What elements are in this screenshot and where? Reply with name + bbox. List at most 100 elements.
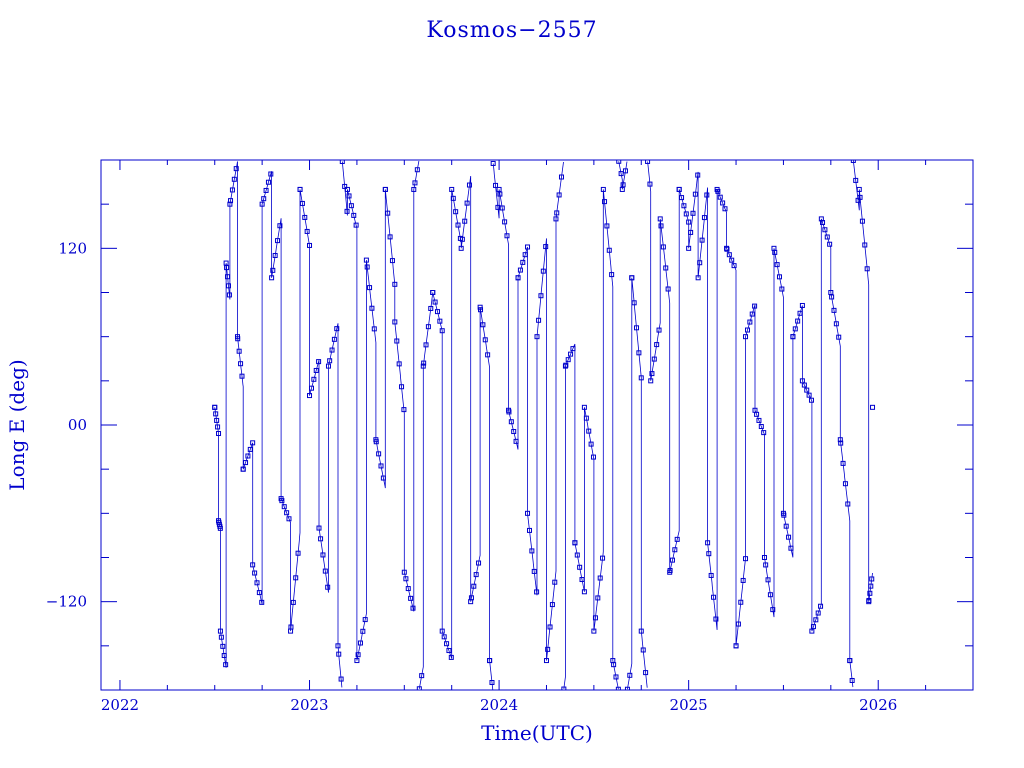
data-point xyxy=(591,628,597,634)
data-point-marker xyxy=(221,653,227,659)
data-point xyxy=(212,404,218,410)
data-point-marker xyxy=(613,674,619,680)
data-point-marker xyxy=(783,523,789,529)
data-point-marker xyxy=(462,218,468,224)
data-point-marker xyxy=(767,592,773,598)
data-point-marker xyxy=(325,584,331,590)
data-point-marker xyxy=(545,646,551,652)
data-point-marker xyxy=(743,556,749,562)
data-point-marker xyxy=(254,580,260,586)
data-point xyxy=(809,628,815,634)
data-point-marker xyxy=(392,281,398,287)
data-point-marker xyxy=(824,234,830,240)
data-point-marker xyxy=(656,327,662,333)
data-point-marker xyxy=(223,662,229,668)
data-point-marker xyxy=(394,338,400,344)
data-point xyxy=(714,186,720,192)
series-layer xyxy=(214,160,873,690)
data-point-marker xyxy=(385,210,391,216)
data-point-marker xyxy=(261,196,267,202)
data-point xyxy=(818,216,824,222)
data-point-marker xyxy=(540,268,546,274)
data-point-marker xyxy=(692,191,698,197)
data-point-marker xyxy=(529,548,535,554)
data-point-marker xyxy=(441,634,447,640)
data-point-marker xyxy=(225,283,231,289)
data-point-marker xyxy=(604,223,610,229)
data-point xyxy=(477,304,483,310)
data-point-marker xyxy=(808,397,814,403)
data-point-marker xyxy=(590,454,596,460)
data-point-marker xyxy=(770,607,776,613)
data-point-marker xyxy=(547,624,553,630)
data-point xyxy=(269,275,275,281)
data-point-marker xyxy=(293,575,299,581)
data-point-marker xyxy=(250,440,256,446)
data-point-marker xyxy=(318,536,324,542)
data-point-marker xyxy=(355,652,361,658)
data-point-marker xyxy=(822,227,828,233)
data-point-marker xyxy=(818,603,824,609)
data-point xyxy=(420,363,426,369)
data-point-marker xyxy=(437,318,443,324)
data-point-marker xyxy=(565,357,571,363)
data-point-marker xyxy=(752,303,758,309)
data-point-marker xyxy=(867,590,873,596)
data-point-marker xyxy=(552,579,558,585)
data-point-marker xyxy=(236,348,242,354)
data-point-marker xyxy=(738,599,744,605)
data-point-marker xyxy=(838,440,844,446)
data-point-marker xyxy=(252,570,258,576)
data-point-marker xyxy=(346,193,352,199)
data-point xyxy=(278,496,284,502)
data-point-marker xyxy=(453,209,459,215)
data-point-marker xyxy=(549,602,555,608)
data-point-marker xyxy=(511,429,517,435)
data-point xyxy=(629,275,635,281)
data-point-marker xyxy=(399,384,405,390)
data-point-marker xyxy=(556,192,562,198)
data-point-marker xyxy=(647,181,653,187)
data-point-marker xyxy=(357,640,363,646)
data-point-marker xyxy=(307,242,313,248)
data-point-marker xyxy=(499,205,505,211)
data-point xyxy=(610,658,616,664)
data-point-marker xyxy=(425,324,431,330)
x-tick-label: 2022 xyxy=(101,696,139,714)
data-point-marker xyxy=(493,182,499,188)
data-point-marker xyxy=(513,438,519,444)
series-line-segment xyxy=(627,277,648,690)
data-point-marker xyxy=(645,160,651,164)
data-point-marker xyxy=(489,680,495,686)
data-point xyxy=(430,290,436,295)
data-point-marker xyxy=(531,568,537,574)
data-point-marker xyxy=(277,223,283,229)
data-point-marker xyxy=(776,274,782,280)
data-point-marker xyxy=(864,266,870,272)
data-point-marker xyxy=(857,194,863,200)
data-point-marker xyxy=(367,285,373,291)
data-point xyxy=(217,628,223,634)
data-point-marker xyxy=(466,182,472,188)
data-point xyxy=(468,599,474,605)
data-point xyxy=(562,363,568,369)
data-point-marker xyxy=(706,551,712,557)
data-point xyxy=(572,540,578,546)
data-point-marker xyxy=(695,172,701,178)
data-point-marker xyxy=(669,557,675,563)
data-point-marker xyxy=(295,550,301,556)
data-point-marker xyxy=(672,547,678,553)
data-point-marker xyxy=(799,302,805,308)
data-point-marker xyxy=(275,238,281,244)
data-point-marker xyxy=(331,336,337,342)
data-point-marker xyxy=(536,317,542,323)
data-point-marker xyxy=(247,446,253,452)
data-point-marker xyxy=(351,212,357,218)
data-point xyxy=(288,628,294,634)
data-point-marker xyxy=(813,617,819,623)
data-point-marker xyxy=(663,265,669,271)
data-point xyxy=(515,275,521,281)
data-point xyxy=(543,658,549,664)
series-line-segment xyxy=(418,175,494,690)
data-point-marker xyxy=(744,327,750,333)
